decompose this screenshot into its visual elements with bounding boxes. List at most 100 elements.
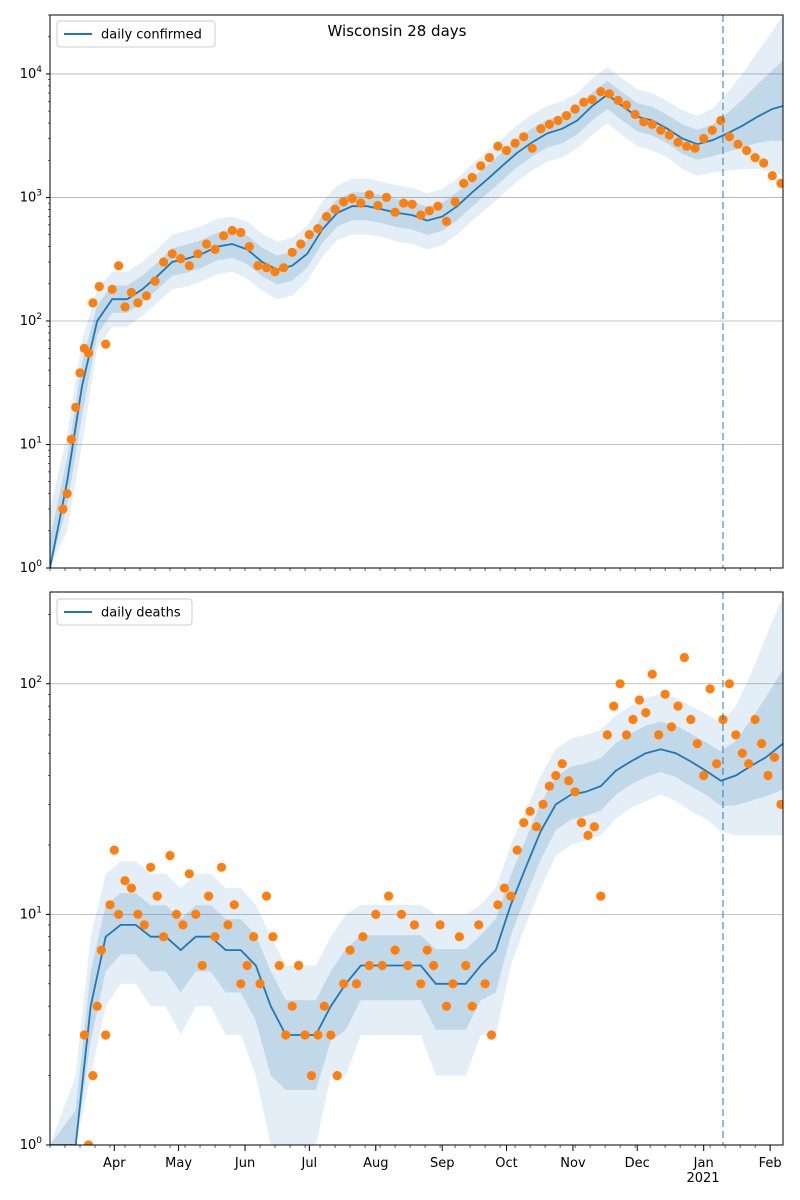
data-point bbox=[255, 979, 265, 989]
data-point bbox=[223, 920, 233, 930]
data-point bbox=[416, 979, 426, 989]
series-line bbox=[50, 742, 783, 1145]
deaths-legend-box bbox=[56, 598, 193, 626]
confirmed-x-ticks bbox=[49, 568, 771, 571]
data-point bbox=[107, 284, 117, 294]
data-point bbox=[287, 1001, 297, 1011]
data-point bbox=[75, 368, 85, 378]
data-point bbox=[356, 198, 366, 208]
data-point bbox=[673, 137, 683, 147]
data-point bbox=[268, 932, 278, 942]
data-point bbox=[133, 298, 143, 308]
data-point bbox=[294, 960, 304, 971]
y-tick-label: 103 bbox=[20, 188, 42, 205]
data-point bbox=[767, 171, 777, 181]
data-point bbox=[660, 689, 670, 699]
data-point bbox=[171, 909, 182, 920]
data-point bbox=[313, 224, 323, 234]
data-point bbox=[544, 119, 555, 129]
data-point bbox=[621, 100, 632, 110]
data-point bbox=[242, 960, 252, 971]
data-point bbox=[501, 145, 512, 156]
data-point bbox=[557, 759, 567, 769]
data-point bbox=[712, 759, 722, 769]
data-point bbox=[647, 119, 657, 129]
data-point bbox=[390, 207, 400, 217]
data-point bbox=[105, 900, 115, 910]
confirmed-panel: 100 101 102 103 104 daily confirmed bbox=[20, 14, 784, 576]
y-tick-label: 102 bbox=[20, 675, 42, 692]
data-point bbox=[71, 402, 81, 412]
data-point bbox=[261, 263, 272, 273]
data-point bbox=[476, 161, 486, 171]
data-point bbox=[467, 1001, 477, 1011]
data-point bbox=[236, 227, 246, 238]
data-point bbox=[731, 730, 741, 740]
data-point bbox=[450, 197, 460, 207]
x-tick-label: Jan bbox=[693, 1156, 714, 1171]
data-point bbox=[579, 97, 589, 107]
data-point bbox=[133, 909, 143, 920]
data-point bbox=[679, 652, 690, 663]
data-point bbox=[742, 145, 752, 156]
data-point bbox=[159, 257, 169, 267]
data-point bbox=[424, 206, 434, 216]
data-point bbox=[615, 679, 625, 689]
data-point bbox=[705, 684, 715, 694]
data-point bbox=[94, 281, 104, 292]
data-point bbox=[570, 787, 580, 797]
data-point bbox=[630, 109, 640, 119]
data-point bbox=[358, 932, 368, 942]
data-point bbox=[763, 770, 773, 781]
confirmed-points bbox=[58, 87, 783, 514]
data-point bbox=[101, 339, 111, 349]
x-tick-label: Nov bbox=[560, 1156, 586, 1171]
y-tick-label: 102 bbox=[20, 312, 42, 329]
data-point bbox=[690, 143, 700, 153]
x-tick-label: Sep bbox=[430, 1156, 455, 1171]
data-point bbox=[510, 138, 520, 148]
data-point bbox=[621, 730, 632, 740]
data-point bbox=[306, 1071, 317, 1081]
data-point bbox=[120, 302, 130, 312]
data-point bbox=[92, 1001, 102, 1011]
data-point bbox=[274, 960, 284, 971]
data-point bbox=[570, 104, 580, 114]
data-point bbox=[159, 932, 169, 942]
data-point bbox=[576, 818, 587, 828]
data-point bbox=[227, 225, 237, 236]
data-point bbox=[519, 818, 529, 828]
data-point bbox=[448, 979, 458, 989]
data-point bbox=[326, 1030, 336, 1040]
deaths-points bbox=[79, 652, 783, 1145]
data-point bbox=[759, 158, 769, 168]
data-point bbox=[609, 701, 619, 711]
data-point bbox=[62, 489, 72, 499]
data-point bbox=[193, 249, 203, 259]
data-point bbox=[319, 1001, 329, 1011]
data-point bbox=[114, 909, 124, 920]
data-point bbox=[484, 153, 494, 163]
data-point bbox=[441, 216, 452, 226]
data-point bbox=[666, 722, 677, 732]
y-tick-label: 100 bbox=[20, 1136, 43, 1153]
data-point bbox=[229, 900, 239, 910]
data-point bbox=[339, 197, 349, 207]
data-point bbox=[750, 153, 760, 163]
confirmed-legend: daily confirmed bbox=[56, 20, 216, 48]
data-point bbox=[79, 1030, 89, 1040]
data-point bbox=[628, 714, 638, 725]
data-point bbox=[656, 125, 666, 135]
data-point bbox=[486, 1030, 497, 1040]
data-point bbox=[191, 909, 201, 920]
data-point bbox=[219, 231, 229, 241]
data-point bbox=[519, 132, 529, 142]
data-point bbox=[480, 979, 490, 989]
data-point bbox=[707, 125, 717, 135]
data-point bbox=[435, 920, 445, 930]
data-point bbox=[126, 287, 136, 298]
data-point bbox=[244, 242, 254, 252]
data-point bbox=[146, 862, 156, 872]
data-point bbox=[724, 132, 735, 142]
data-point bbox=[270, 267, 280, 277]
